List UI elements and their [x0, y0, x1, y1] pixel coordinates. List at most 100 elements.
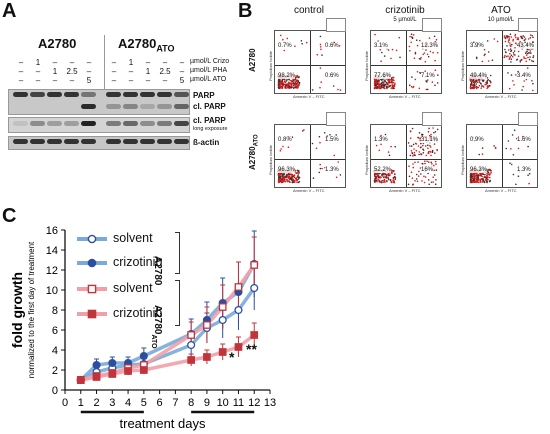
flow-dot [523, 36, 526, 38]
flow-dot [487, 85, 490, 88]
quadrant-gate-horizontal [371, 65, 441, 66]
flow-dot [471, 84, 473, 86]
lane-mark: – [179, 67, 185, 76]
flow-dot [296, 84, 299, 87]
band-cl-parp-long [157, 121, 172, 126]
flow-dot [321, 167, 323, 170]
flow-dot [479, 173, 482, 176]
flow-dot [430, 154, 432, 157]
flow-dot [418, 87, 421, 90]
band-cl-parp-long [106, 121, 121, 126]
data-point [218, 315, 227, 325]
flow-dot [373, 87, 376, 89]
data-point [250, 283, 259, 293]
flow-dot [512, 52, 515, 54]
band-actin [106, 139, 121, 144]
flow-dot [290, 173, 293, 176]
flow-dot [374, 180, 376, 182]
lane-mark: 1 [128, 58, 134, 67]
flow-dot [423, 175, 425, 178]
flow-dot [391, 84, 393, 86]
flow-dot [427, 147, 429, 149]
flow-dot [390, 145, 392, 148]
flow-dot [489, 79, 491, 82]
lane-mark: 5 [179, 76, 185, 85]
flow-dot [417, 145, 420, 147]
flow-dot [410, 33, 413, 35]
quadrant-percent-ul: 3.1% [374, 43, 388, 49]
quadrant-percent-ll: 49.4% [470, 73, 488, 79]
flow-dot [296, 75, 299, 77]
flow-dot [410, 171, 413, 173]
flow-dot [519, 61, 522, 63]
flow-dot [482, 79, 485, 82]
quadrant-percent-ur: 43.4% [517, 43, 535, 49]
flow-dot [415, 178, 418, 180]
flow-dot [409, 50, 411, 52]
flow-dot [282, 145, 284, 148]
flow-dot [318, 171, 320, 174]
flow-dot [281, 175, 283, 177]
flow-dot [277, 178, 280, 180]
flow-dot [522, 135, 524, 138]
flow-dot [319, 86, 321, 89]
data-point [124, 367, 132, 375]
lane-mark: 2.5 [159, 67, 171, 76]
flow-dot [380, 87, 382, 89]
flow-dot [430, 161, 432, 164]
flow-dot [375, 175, 378, 178]
flow-dot [473, 41, 475, 44]
blot-cl-parp-long [8, 117, 190, 133]
flow-dot [286, 37, 289, 40]
flow-dot [425, 88, 428, 91]
flow-plot: 3.9% 43.4% 49.4% 3.4% Propidium Iodide Annexi… [460, 18, 538, 99]
flow-dot [505, 35, 508, 37]
flow-dot [415, 173, 418, 176]
y-tick-label: 16 [46, 225, 58, 237]
flow-dot [386, 176, 389, 179]
band-cl-parp [81, 104, 96, 109]
flow-dot [337, 88, 339, 91]
flow-dot [420, 146, 422, 148]
quadrant-percent-ur: 31.1% [421, 137, 439, 143]
lane-mark: – [128, 76, 134, 85]
flow-dot [290, 87, 292, 89]
flow-dot [417, 175, 420, 177]
flow-dot [383, 175, 385, 177]
flow-dot [511, 55, 514, 58]
flow-dot [524, 41, 526, 44]
flow-dot [297, 174, 300, 176]
flow-dot [479, 180, 482, 182]
legend-group2-main: A2780 [152, 305, 163, 335]
flow-y-axis-label: Propidium Iodide [364, 144, 369, 175]
flow-dot [530, 52, 532, 54]
flow-dot [428, 134, 431, 137]
flow-dot [523, 56, 525, 58]
data-point [234, 343, 243, 351]
data-point [108, 370, 117, 378]
legend-group2-sub: ATO [150, 334, 157, 349]
flow-dot [531, 60, 533, 62]
flow-dot [283, 49, 286, 52]
flow-dot [415, 39, 418, 41]
lane-mark: 5 [86, 76, 92, 85]
flow-dot [514, 42, 517, 44]
flow-dot [291, 174, 293, 177]
band-actin [157, 139, 172, 144]
flow-dot [472, 83, 475, 86]
flow-dot [413, 148, 415, 150]
series-line [80, 333, 256, 382]
flow-dot [297, 76, 300, 79]
legend-bracket-a2780ato [175, 280, 180, 326]
flow-dot [381, 174, 383, 176]
flow-dot [513, 53, 515, 56]
flow-dot [510, 45, 512, 48]
flow-dot [282, 82, 285, 84]
flow-dot [412, 155, 414, 157]
flow-dot [292, 86, 295, 89]
flow-dot [418, 151, 421, 153]
flow-dot [388, 82, 391, 84]
flow-dot [429, 146, 432, 148]
flow-dot [479, 181, 481, 183]
quadrant-percent-lr: 0.6% [325, 73, 339, 79]
